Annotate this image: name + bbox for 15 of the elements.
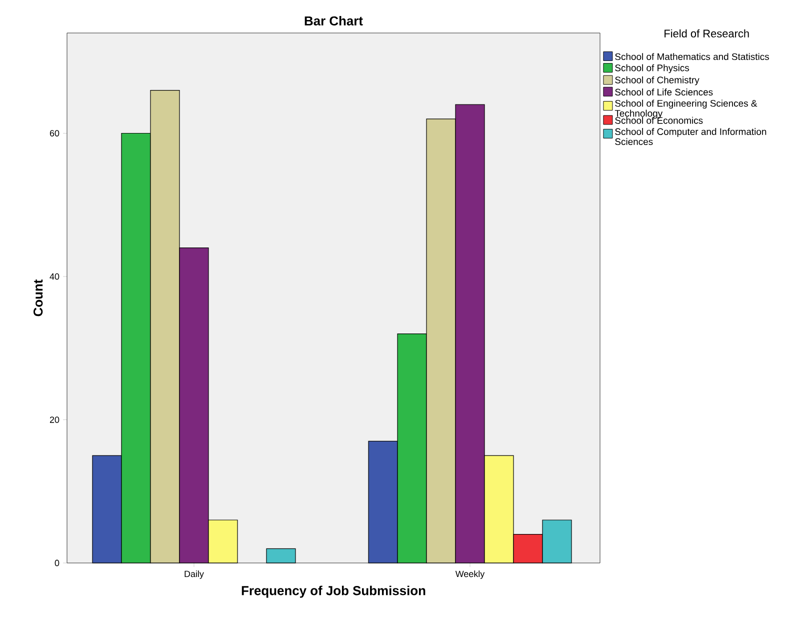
legend-label: School of Life Sciences [615,88,713,96]
legend-label: School of Physics [615,64,690,74]
legend-title: Field of Research [664,29,749,38]
x-tick-label: Weekly [455,570,485,579]
y-tick-label: 60 [50,130,60,136]
y-tick-label: 40 [50,273,60,280]
x-tick-label: Daily [184,570,204,579]
x-axis-title: Frequency of Job Submission [242,586,426,598]
legend-label: School of Computer and Information Sciences [615,128,766,146]
chart-title: Bar Chart [304,16,363,26]
legend-label: School of Chemistry [615,76,700,86]
legend-label: School of Mathematics and Statistics [615,53,769,60]
y-axis-title: Count [34,279,43,316]
y-tick-label: 0 [54,560,60,566]
y-tick-label: 20 [50,416,60,423]
